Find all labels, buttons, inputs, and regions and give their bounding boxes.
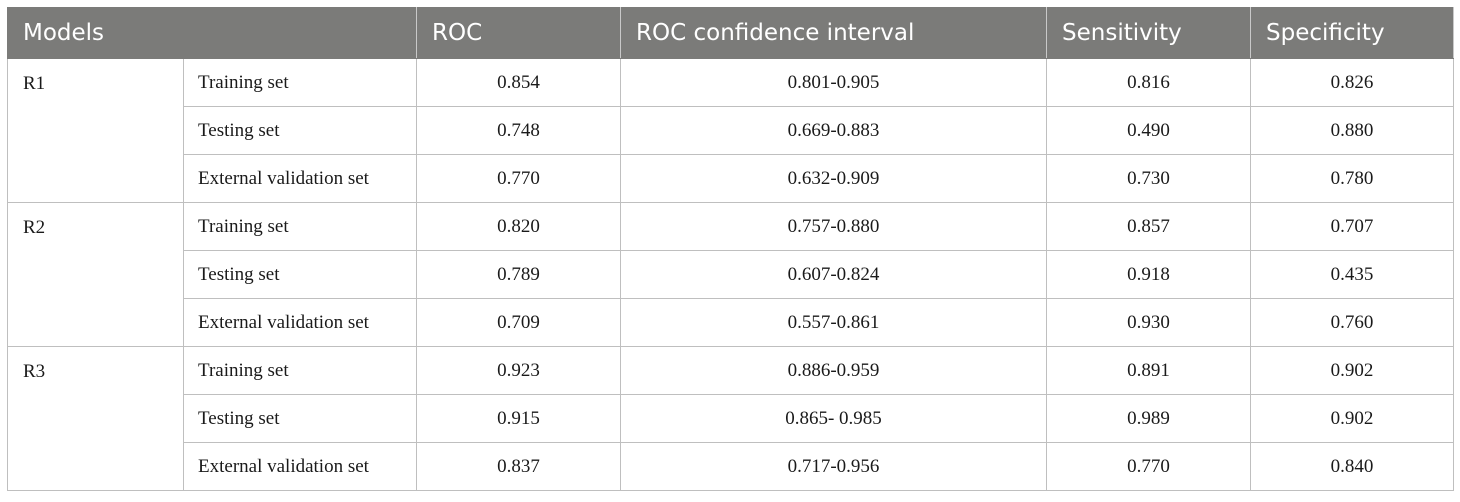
roc-cell: 0.748 xyxy=(416,106,622,155)
roc-cell: 0.923 xyxy=(416,346,622,395)
model-cell-r3: R3 xyxy=(7,346,184,491)
sensitivity-cell: 0.930 xyxy=(1046,298,1252,347)
header-roc-confidence-interval: ROC confidence interval xyxy=(620,7,1048,59)
table-row: Testing set 0.789 0.607-0.824 0.918 0.43… xyxy=(8,250,1455,299)
sensitivity-cell: 0.857 xyxy=(1046,202,1252,251)
ci-cell: 0.757-0.880 xyxy=(620,202,1048,251)
roc-cell: 0.789 xyxy=(416,250,622,299)
table-row: R3 Training set 0.923 0.886-0.959 0.891 … xyxy=(7,346,1455,491)
ci-cell: 0.607-0.824 xyxy=(620,250,1048,299)
ci-cell: 0.717-0.956 xyxy=(620,442,1048,491)
table-body: R1 Training set 0.854 0.801-0.905 0.816 … xyxy=(7,58,1455,491)
ci-cell: 0.632-0.909 xyxy=(620,154,1048,203)
ci-cell: 0.801-0.905 xyxy=(620,58,1048,107)
dataset-cell: External validation set xyxy=(182,442,418,491)
dataset-cell: Training set xyxy=(182,58,418,107)
results-table: Models ROC ROC confidence interval Sensi… xyxy=(6,7,1455,491)
specificity-cell: 0.880 xyxy=(1250,106,1455,155)
sensitivity-cell: 0.816 xyxy=(1046,58,1252,107)
specificity-cell: 0.902 xyxy=(1250,346,1455,395)
specificity-cell: 0.840 xyxy=(1250,442,1455,491)
table-container: Models ROC ROC confidence interval Sensi… xyxy=(6,7,1455,491)
roc-cell: 0.854 xyxy=(416,58,622,107)
ci-cell: 0.865- 0.985 xyxy=(620,394,1048,443)
roc-cell: 0.820 xyxy=(416,202,622,251)
model-cell-r1: R1 xyxy=(7,58,184,203)
roc-cell: 0.915 xyxy=(416,394,622,443)
roc-cell: 0.837 xyxy=(416,442,622,491)
ci-cell: 0.886-0.959 xyxy=(620,346,1048,395)
specificity-cell: 0.760 xyxy=(1250,298,1455,347)
specificity-cell: 0.435 xyxy=(1250,250,1455,299)
header-roc: ROC xyxy=(416,7,622,59)
specificity-cell: 0.707 xyxy=(1250,202,1455,251)
table-row: External validation set 0.770 0.632-0.90… xyxy=(8,154,1455,203)
sensitivity-cell: 0.989 xyxy=(1046,394,1252,443)
dataset-cell: External validation set xyxy=(182,298,418,347)
sensitivity-cell: 0.770 xyxy=(1046,442,1252,491)
table-header: Models ROC ROC confidence interval Sensi… xyxy=(6,7,1455,59)
roc-cell: 0.770 xyxy=(416,154,622,203)
header-models: Models xyxy=(6,7,418,59)
dataset-cell: Testing set xyxy=(182,250,418,299)
header-specificity: Specificity xyxy=(1250,7,1455,59)
dataset-cell: Testing set xyxy=(182,106,418,155)
sensitivity-cell: 0.490 xyxy=(1046,106,1252,155)
table-row: R2 Training set 0.820 0.757-0.880 0.857 … xyxy=(7,202,1455,347)
sensitivity-cell: 0.918 xyxy=(1046,250,1252,299)
ci-cell: 0.669-0.883 xyxy=(620,106,1048,155)
dataset-cell: Training set xyxy=(182,346,418,395)
header-sensitivity: Sensitivity xyxy=(1046,7,1252,59)
table-row: Testing set 0.915 0.865- 0.985 0.989 0.9… xyxy=(8,394,1455,443)
ci-cell: 0.557-0.861 xyxy=(620,298,1048,347)
dataset-cell: Training set xyxy=(182,202,418,251)
specificity-cell: 0.902 xyxy=(1250,394,1455,443)
table-row: External validation set 0.709 0.557-0.86… xyxy=(8,298,1455,347)
roc-cell: 0.709 xyxy=(416,298,622,347)
specificity-cell: 0.780 xyxy=(1250,154,1455,203)
dataset-cell: Testing set xyxy=(182,394,418,443)
dataset-cell: External validation set xyxy=(182,154,418,203)
header-row: Models ROC ROC confidence interval Sensi… xyxy=(6,7,1455,59)
table-row: Testing set 0.748 0.669-0.883 0.490 0.88… xyxy=(8,106,1455,155)
specificity-cell: 0.826 xyxy=(1250,58,1455,107)
model-cell-r2: R2 xyxy=(7,202,184,347)
table-row: External validation set 0.837 0.717-0.95… xyxy=(8,442,1455,491)
sensitivity-cell: 0.730 xyxy=(1046,154,1252,203)
sensitivity-cell: 0.891 xyxy=(1046,346,1252,395)
table-row: R1 Training set 0.854 0.801-0.905 0.816 … xyxy=(7,58,1455,203)
